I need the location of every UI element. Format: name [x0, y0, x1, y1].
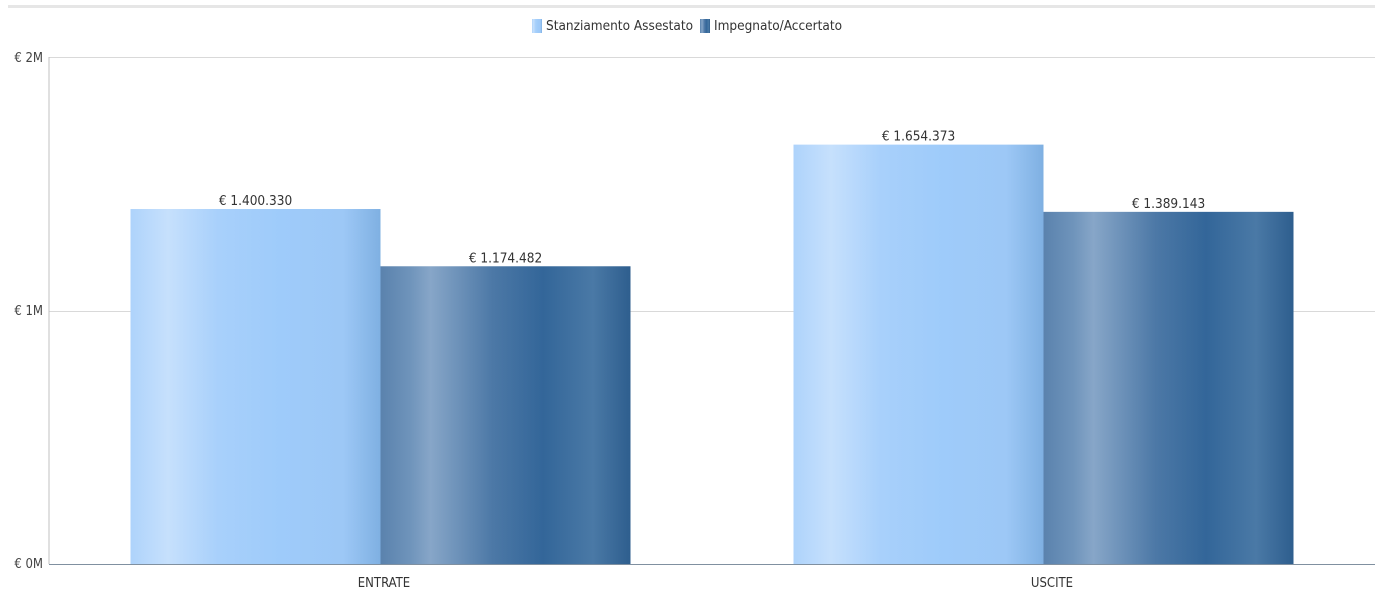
- legend-label-impegnato: Impegnato/Accertato: [714, 18, 842, 34]
- bar-entrate-series-0[interactable]: [130, 209, 381, 564]
- x-tick-label-uscite: USCITE: [1031, 576, 1073, 589]
- data-label-uscite-series-0: € 1.654.373: [882, 129, 955, 145]
- data-label-uscite-series-1: € 1.389.143: [1132, 196, 1205, 212]
- bars: € 1.400.330 € 1.174.482 € 1.654.373 € 1.389…: [130, 129, 1294, 565]
- x-tick-label-entrate: ENTRATE: [358, 576, 410, 589]
- bar-entrate-series-1[interactable]: [380, 266, 631, 564]
- legend-item-impegnato[interactable]: Impegnato/Accertato: [700, 18, 842, 34]
- y-tick-label: € 2M: [14, 51, 43, 66]
- legend[interactable]: Stanziamento Assestato Impegnato/Accerta…: [532, 18, 842, 34]
- legend-item-stanziamento[interactable]: Stanziamento Assestato: [532, 18, 693, 34]
- bar-uscite-series-1[interactable]: [1043, 211, 1294, 565]
- legend-swatch-impegnato: [700, 19, 710, 33]
- y-tick-label: € 0M: [14, 557, 43, 572]
- chart-top-border: [8, 5, 1375, 8]
- data-label-entrate-series-0: € 1.400.330: [219, 193, 292, 209]
- data-label-entrate-series-1: € 1.174.482: [469, 250, 542, 266]
- legend-label-stanziamento: Stanziamento Assestato: [546, 18, 693, 34]
- y-axis: € 0M € 1M € 2M: [14, 51, 43, 572]
- legend-swatch-stanziamento: [532, 19, 542, 33]
- x-axis: ENTRATE USCITE: [358, 576, 1073, 589]
- y-tick-label: € 1M: [14, 304, 43, 319]
- bar-uscite-series-0[interactable]: [793, 144, 1044, 564]
